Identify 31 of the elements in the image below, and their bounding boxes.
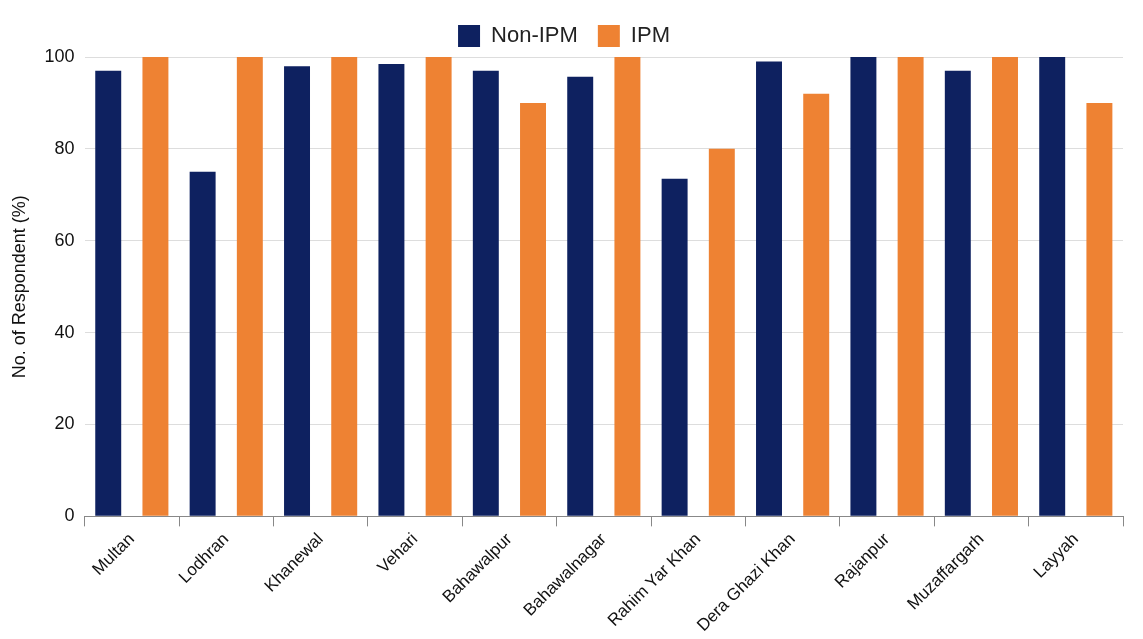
y-tick-label: 100 <box>44 45 75 66</box>
y-tick-label: 80 <box>54 137 75 158</box>
bar <box>331 57 358 516</box>
bar <box>614 57 641 516</box>
y-tick-label: 60 <box>54 229 75 250</box>
bar <box>472 70 499 516</box>
bar <box>189 171 216 516</box>
bar <box>95 70 122 516</box>
legend-label: Non-IPM <box>491 22 578 48</box>
bar <box>520 102 546 516</box>
bar <box>850 57 877 516</box>
bar <box>803 93 830 516</box>
bar <box>378 63 405 516</box>
y-tick-label: 20 <box>54 413 75 434</box>
bar <box>708 148 735 516</box>
bar <box>236 57 263 516</box>
bar <box>1039 57 1066 516</box>
legend-label: IPM <box>630 22 670 48</box>
y-tick-label: 40 <box>54 321 75 342</box>
bar <box>992 57 1018 516</box>
bar <box>897 57 924 516</box>
bar <box>425 57 452 516</box>
y-axis-title: No. of Respondent (%) <box>8 195 29 379</box>
bar <box>944 70 971 516</box>
bar <box>142 57 169 516</box>
y-tick-label: 0 <box>64 505 75 526</box>
bar <box>284 66 311 516</box>
bar <box>1086 102 1113 516</box>
bar <box>567 76 594 516</box>
bar <box>756 61 782 516</box>
bar <box>661 178 688 516</box>
